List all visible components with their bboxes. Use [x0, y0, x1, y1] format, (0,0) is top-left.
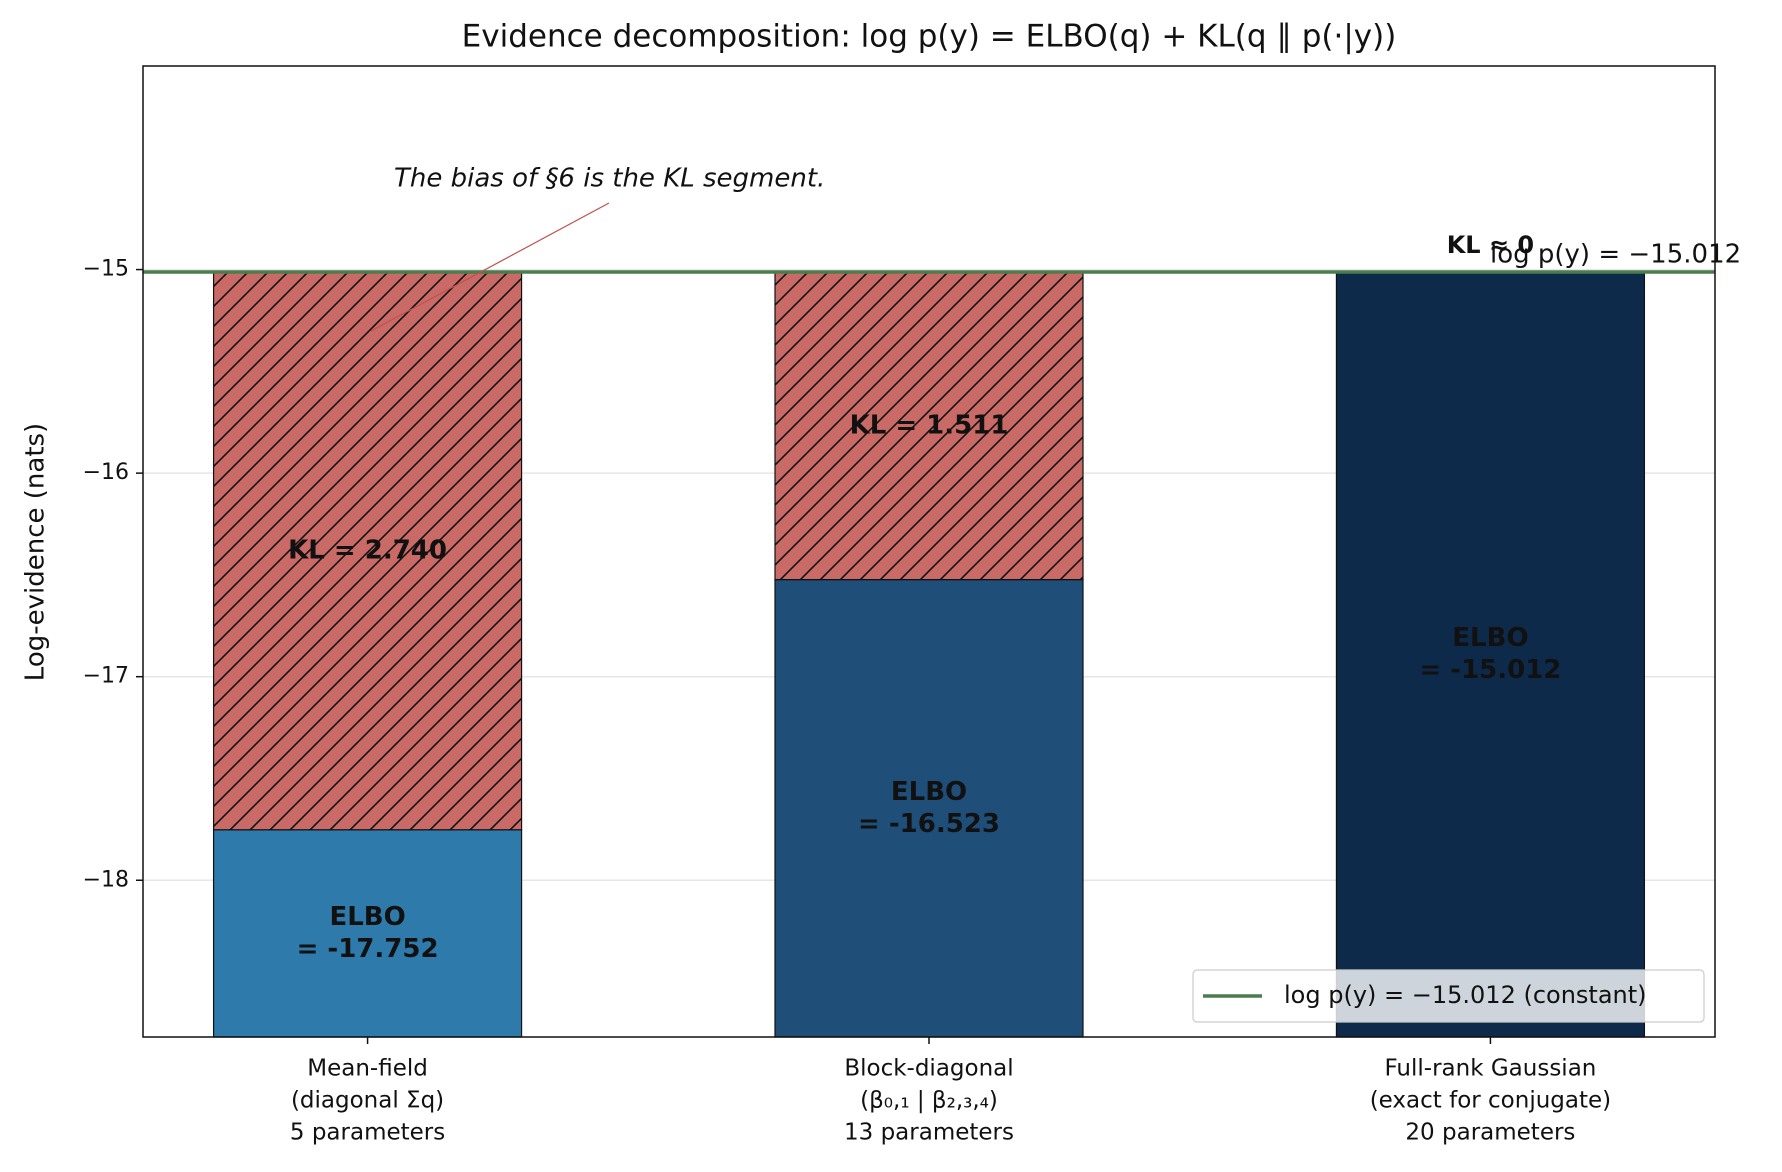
legend: log p(y) = −15.012 (constant) — [1192, 969, 1705, 1023]
kl-label: KL ≈ 0 — [1447, 231, 1534, 259]
plot-frame — [142, 65, 1716, 1038]
y-tick-label: −18 — [83, 867, 129, 892]
legend-label: log p(y) = −15.012 (constant) — [1284, 981, 1647, 1009]
y-axis-label: Log-evidence (nats) — [21, 423, 51, 681]
x-tick-label: (β₀,₁ | β₂,₃,₄) — [860, 1088, 998, 1114]
elbo-label: = -16.523 — [858, 809, 1000, 839]
elbo-bar — [1335, 271, 1646, 1038]
x-tick-label: 5 parameters — [290, 1120, 445, 1146]
chart-title: Evidence decomposition: log p(y) = ELBO(… — [462, 19, 1397, 55]
elbo-label: ELBO — [891, 777, 967, 807]
reference-label: log p(y) = −15.012 — [1490, 240, 1741, 270]
elbo-bar — [212, 829, 523, 1038]
annotation: The bias of §6 is the KL segment. — [394, 164, 825, 194]
x-tick-label: (diagonal Σq) — [291, 1088, 444, 1114]
y-tick-label: −17 — [83, 664, 129, 689]
kl-hatch — [213, 272, 522, 830]
x-tick-label: 20 parameters — [1405, 1120, 1575, 1146]
kl-hatch — [775, 272, 1083, 580]
x-tick-label: Full-rank Gaussian — [1384, 1056, 1596, 1082]
y-tick-label: −15 — [83, 257, 129, 282]
kl-label: KL = 2.740 — [288, 535, 447, 565]
y-tick-label: −16 — [83, 460, 129, 485]
x-tick-label: (exact for conjugate) — [1370, 1088, 1611, 1114]
elbo-label: = -15.012 — [1419, 655, 1561, 685]
annotation-arrow — [370, 202, 610, 332]
x-tick-label: 13 parameters — [844, 1120, 1014, 1146]
elbo-label: ELBO — [1452, 623, 1528, 653]
kl-label: KL = 1.511 — [850, 410, 1009, 440]
elbo-label: ELBO — [329, 902, 405, 932]
x-tick-label: Mean-field — [307, 1056, 428, 1082]
x-tick-label: Block-diagonal — [844, 1056, 1013, 1082]
legend-box — [1192, 969, 1705, 1023]
elbo-label: = -17.752 — [297, 934, 439, 964]
